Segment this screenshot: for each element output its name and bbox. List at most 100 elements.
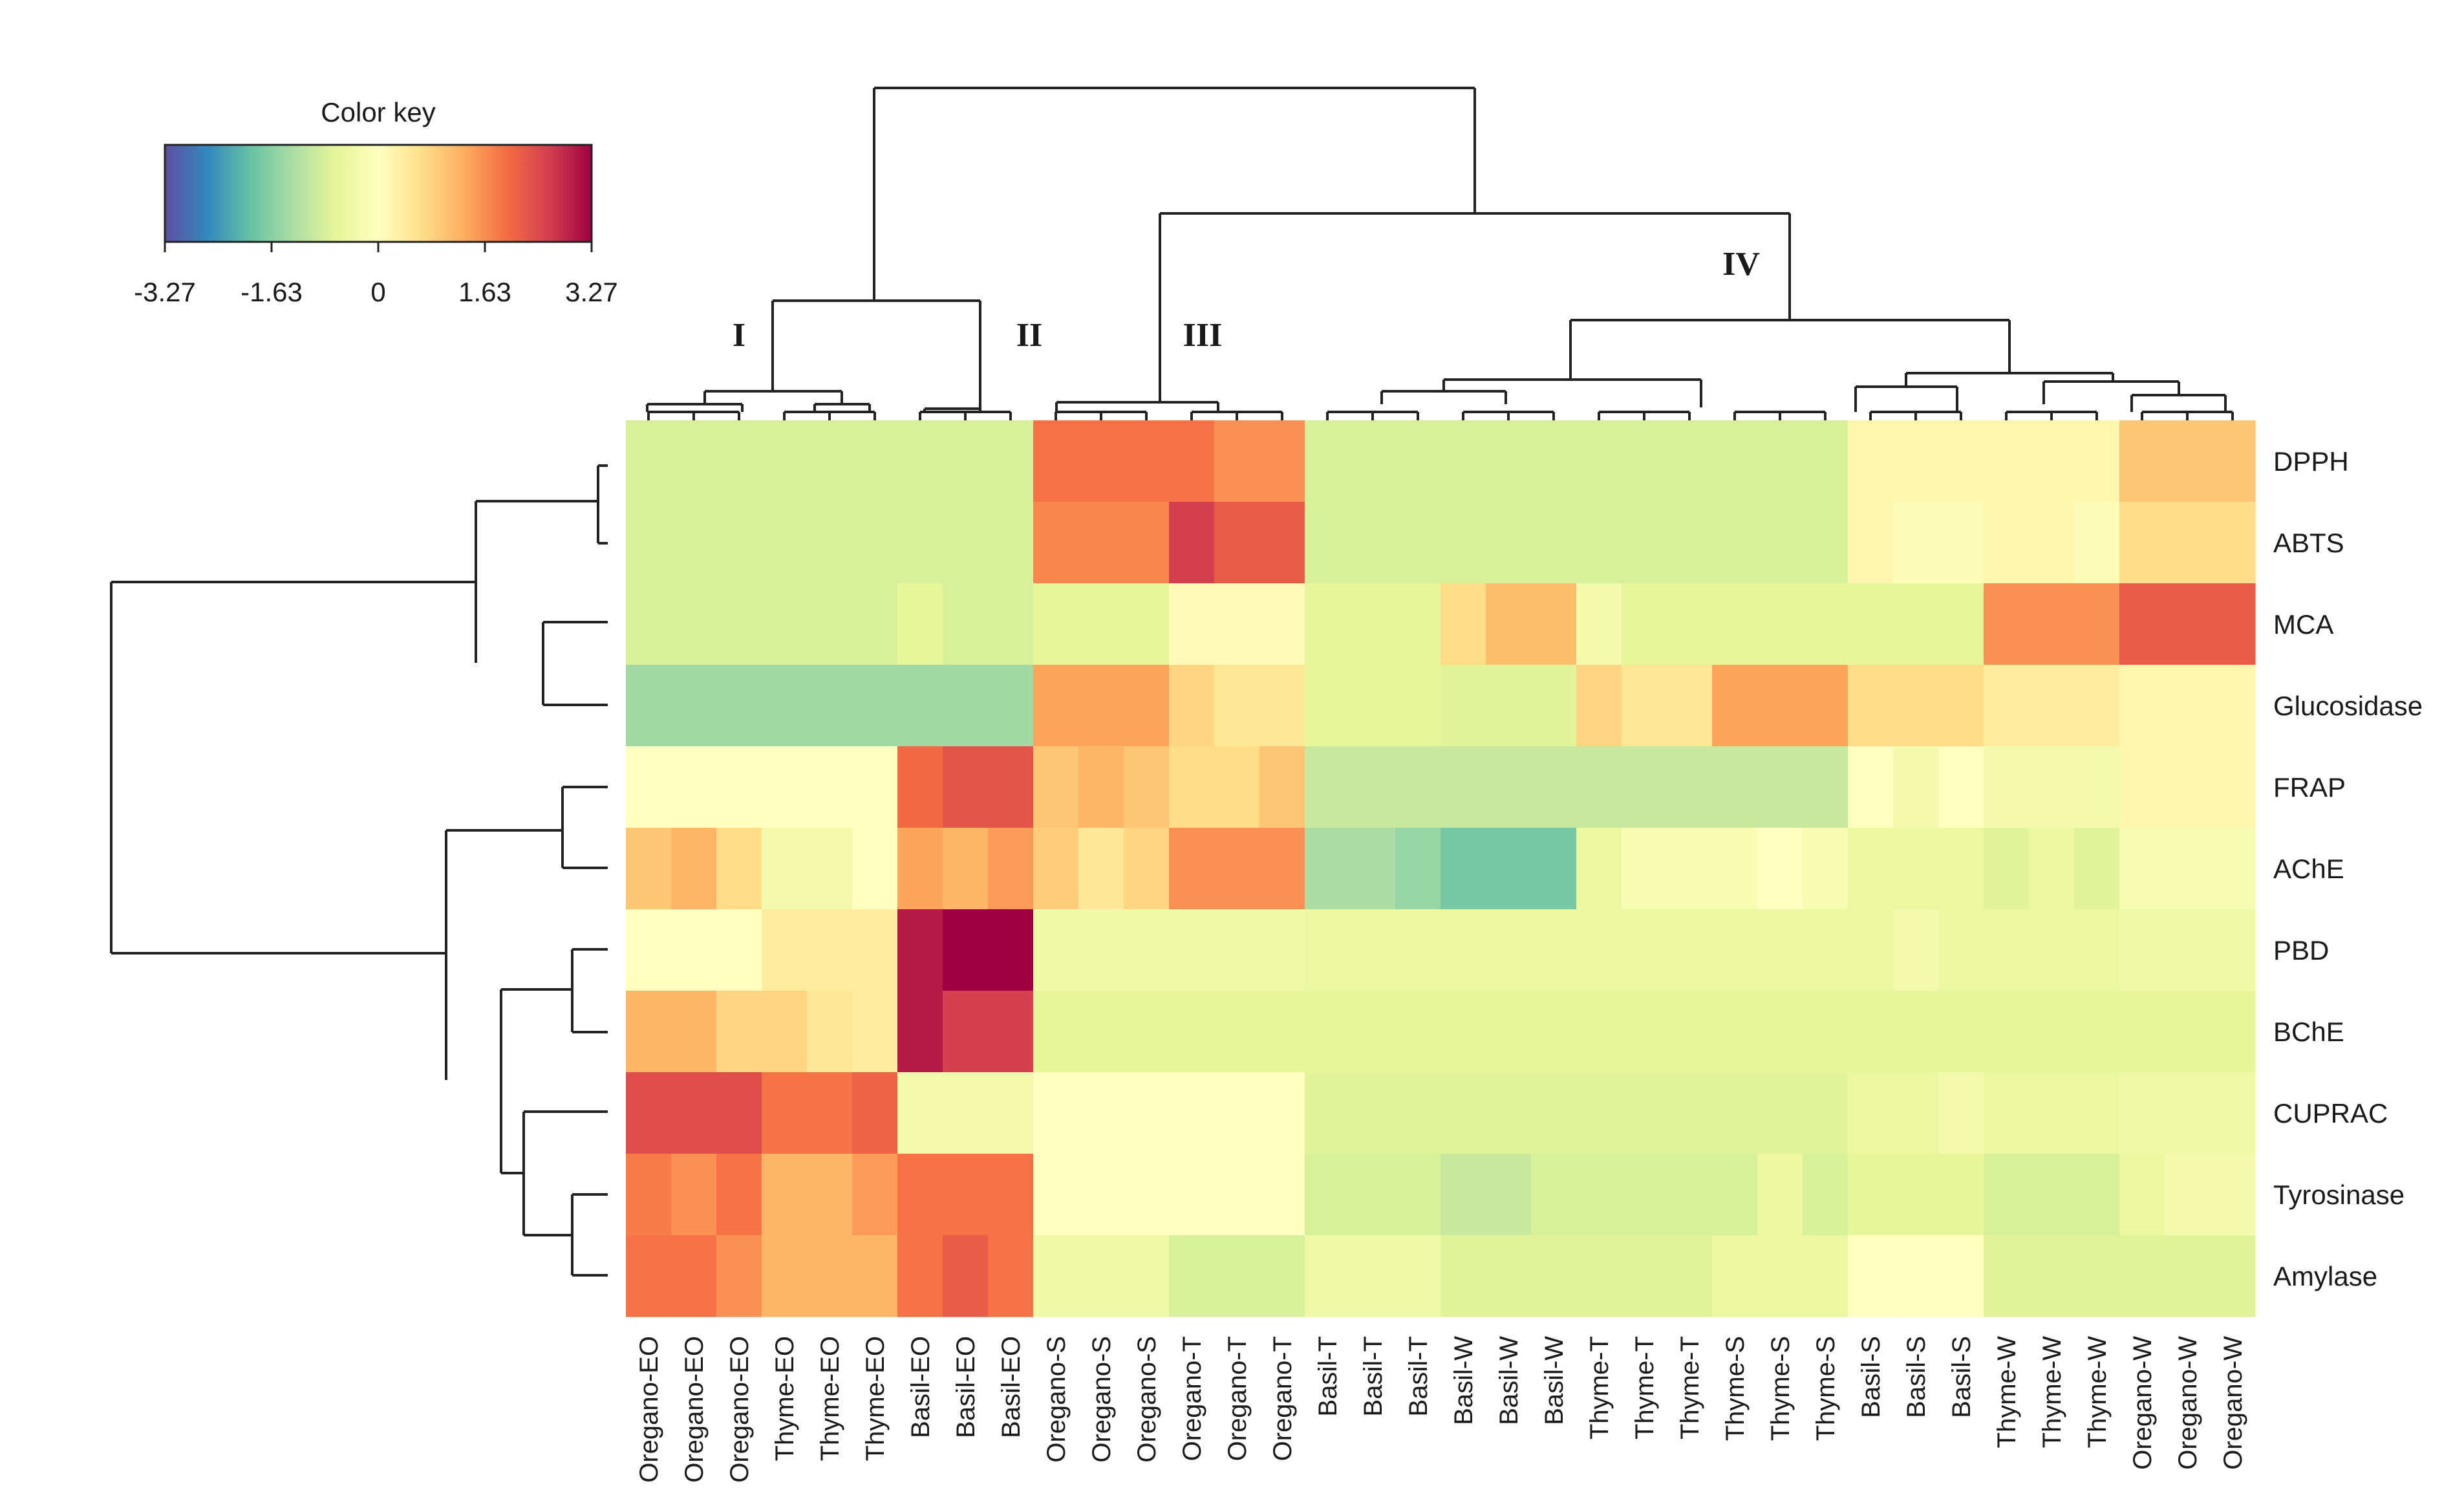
heatmap-cell	[1259, 909, 1305, 991]
heatmap-cell	[1078, 1154, 1124, 1236]
heatmap-cell	[1848, 909, 1894, 991]
heatmap-cell	[1531, 665, 1577, 747]
heatmap-cell	[1667, 1072, 1713, 1154]
heatmap-cell	[1893, 828, 1939, 910]
heatmap-cell	[1078, 746, 1124, 828]
heatmap-cell	[1350, 1072, 1396, 1154]
heatmap-cell	[626, 1072, 672, 1154]
heatmap-cell	[943, 991, 989, 1073]
heatmap-cell	[2165, 991, 2211, 1073]
heatmap-cell	[1984, 828, 2030, 910]
heatmap-cell	[1486, 746, 1532, 828]
heatmap-cell	[1712, 502, 1758, 584]
heatmap-cell	[671, 1235, 717, 1317]
heatmap-cell	[1395, 502, 1441, 584]
heatmap-cell	[1214, 583, 1260, 665]
heatmap-cell	[1531, 828, 1577, 910]
heatmap-cell	[1803, 1154, 1848, 1236]
heatmap-cell	[1033, 1235, 1079, 1317]
column-label: Oregano-W	[2174, 1336, 2202, 1470]
heatmap-cell	[1124, 909, 1170, 991]
heatmap-cell	[2119, 420, 2165, 502]
heatmap-cell	[1395, 746, 1441, 828]
heatmap-cell	[2210, 420, 2256, 502]
heatmap-cell	[1622, 828, 1667, 910]
heatmap-cell	[1622, 1154, 1667, 1236]
heatmap-cell	[671, 502, 717, 584]
heatmap-cell	[1486, 828, 1532, 910]
heatmap-cell	[1486, 909, 1532, 991]
heatmap-cell	[897, 420, 943, 502]
heatmap-cell	[2074, 746, 2120, 828]
heatmap-cell	[1486, 583, 1532, 665]
heatmap-cell	[852, 665, 898, 747]
heatmap-cell	[1803, 991, 1848, 1073]
heatmap-cell	[2119, 909, 2165, 991]
heatmap-cell	[2029, 1072, 2075, 1154]
heatmap-grid	[626, 420, 2256, 1317]
heatmap-cell	[1214, 746, 1260, 828]
heatmap-cell	[988, 828, 1034, 910]
heatmap-cell	[1757, 1154, 1803, 1236]
heatmap-cell	[716, 1235, 762, 1317]
column-dendrogram-leaves	[647, 411, 2234, 420]
heatmap-cell	[2165, 420, 2211, 502]
heatmap-cell	[1350, 828, 1396, 910]
heatmap-cell	[1124, 746, 1170, 828]
heatmap-cell	[1259, 746, 1305, 828]
heatmap-cell	[1531, 1072, 1577, 1154]
heatmap-cell	[807, 420, 853, 502]
heatmap-cell	[2029, 909, 2075, 991]
heatmap-cell	[716, 746, 762, 828]
heatmap-cell	[1757, 1235, 1803, 1317]
heatmap-cell	[1893, 420, 1939, 502]
heatmap-cell	[716, 1072, 762, 1154]
heatmap-cell	[1124, 1154, 1170, 1236]
heatmap-cell	[1893, 1072, 1939, 1154]
heatmap-cell	[1124, 1072, 1170, 1154]
heatmap-cell	[1486, 991, 1532, 1073]
column-label: Basil-EO	[997, 1336, 1025, 1438]
heatmap-cell	[716, 991, 762, 1073]
heatmap-cell	[988, 1154, 1034, 1236]
column-label: Basil-T	[1404, 1336, 1433, 1416]
heatmap-cell	[1259, 583, 1305, 665]
heatmap-cell	[1350, 991, 1396, 1073]
heatmap-cell	[1712, 665, 1758, 747]
heatmap-cell	[807, 1154, 853, 1236]
heatmap-cell	[943, 828, 989, 910]
heatmap-cell	[2210, 665, 2256, 747]
heatmap-cell	[807, 1235, 853, 1317]
column-label: Thyme-T	[1676, 1336, 1704, 1440]
heatmap-cell	[852, 583, 898, 665]
heatmap-cell	[1441, 909, 1486, 991]
heatmap-cell	[2029, 583, 2075, 665]
row-label: AChE	[2273, 854, 2344, 884]
heatmap-cell	[852, 420, 898, 502]
heatmap-cell	[2119, 665, 2165, 747]
heatmap-cell	[1576, 420, 1622, 502]
heatmap-cell	[2029, 1154, 2075, 1236]
heatmap-cell	[1259, 828, 1305, 910]
heatmap-cell	[1214, 828, 1260, 910]
heatmap-cell	[1169, 746, 1215, 828]
heatmap-cell	[626, 420, 672, 502]
heatmap-cell	[988, 909, 1034, 991]
heatmap-cell	[1984, 665, 2030, 747]
heatmap-cell	[2119, 502, 2165, 584]
heatmap-cell	[1124, 502, 1170, 584]
heatmap-cell	[1033, 746, 1079, 828]
heatmap-cell	[1848, 502, 1894, 584]
heatmap-cell	[943, 583, 989, 665]
color-key-title: Color key	[321, 97, 435, 127]
heatmap-cell	[1305, 746, 1351, 828]
heatmap-cell	[1033, 502, 1079, 584]
heatmap-cell	[1848, 420, 1894, 502]
heatmap-cell	[1350, 1235, 1396, 1317]
heatmap-cell	[1259, 1072, 1305, 1154]
heatmap-cell	[1305, 991, 1351, 1073]
heatmap-cell	[897, 909, 943, 991]
heatmap-cell	[1667, 746, 1713, 828]
heatmap-cell	[1441, 1154, 1486, 1236]
heatmap-cell	[1667, 665, 1713, 747]
